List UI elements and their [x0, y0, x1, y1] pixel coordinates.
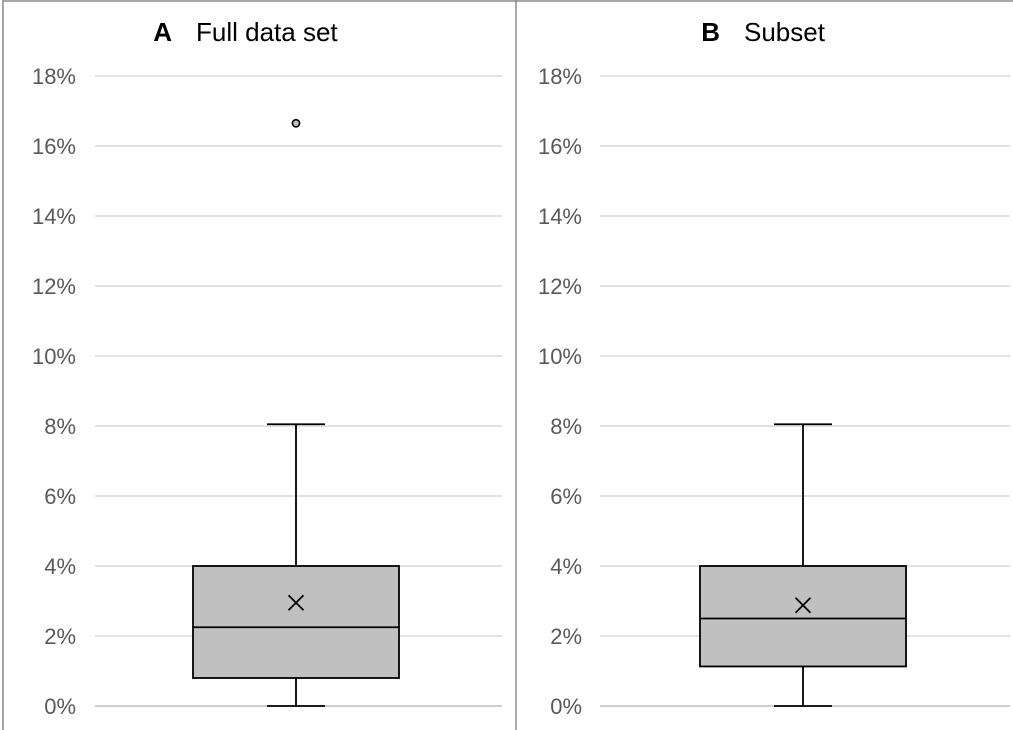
- panel-a-mean-marker: [287, 594, 305, 611]
- panel-b-title: Subset: [744, 17, 826, 47]
- panel-a-y-tick-label: 2%: [44, 624, 76, 649]
- panel-a-y-tick-label: 0%: [44, 694, 76, 719]
- panel-b-y-tick-label: 8%: [550, 414, 582, 439]
- panel-a-y-tick-label: 10%: [32, 344, 76, 369]
- panel-a-y-tick-label: 14%: [32, 204, 76, 229]
- panel-subset: B Subset 0% 2% 4% 6% 8% 10% 12% 14% 16% 18%: [538, 17, 1010, 719]
- panel-a-iqr-box: [192, 565, 400, 679]
- panel-b-y-tick-label: 14%: [538, 204, 582, 229]
- panel-full-data-set: A Full data set 0% 2% 4% 6% 8% 10% 12% 14% 16% 18…: [32, 17, 502, 719]
- panel-a-y-tick-label: 12%: [32, 274, 76, 299]
- panel-b-y-axis: 0% 2% 4% 6% 8% 10% 12% 14% 16% 18%: [538, 64, 582, 719]
- panel-a-y-tick-label: 8%: [44, 414, 76, 439]
- panel-a-title: Full data set: [196, 17, 338, 47]
- panel-a-y-tick-label: 16%: [32, 134, 76, 159]
- panel-a-y-tick-label: 6%: [44, 484, 76, 509]
- panel-a-outlier-point: [291, 118, 301, 128]
- panel-b-y-tick-label: 16%: [538, 134, 582, 159]
- panel-b-y-tick-label: 18%: [538, 64, 582, 89]
- panel-b-letter: B: [701, 17, 720, 47]
- panel-b-y-tick-label: 10%: [538, 344, 582, 369]
- panel-b-mean-marker: [794, 597, 812, 614]
- panel-a-letter: A: [153, 17, 172, 47]
- panel-b-y-tick-label: 6%: [550, 484, 582, 509]
- panel-b-y-tick-label: 2%: [550, 624, 582, 649]
- panel-b-boxplot: [699, 423, 907, 707]
- panel-a-y-tick-label: 18%: [32, 64, 76, 89]
- panel-b-y-tick-label: 0%: [550, 694, 582, 719]
- panel-b-y-tick-label: 4%: [550, 554, 582, 579]
- panel-a-y-tick-label: 4%: [44, 554, 76, 579]
- panel-a-y-axis: 0% 2% 4% 6% 8% 10% 12% 14% 16% 18%: [32, 64, 76, 719]
- panel-a-boxplot: [192, 118, 400, 707]
- panel-b-y-tick-label: 12%: [538, 274, 582, 299]
- panel-b-iqr-box: [699, 565, 907, 668]
